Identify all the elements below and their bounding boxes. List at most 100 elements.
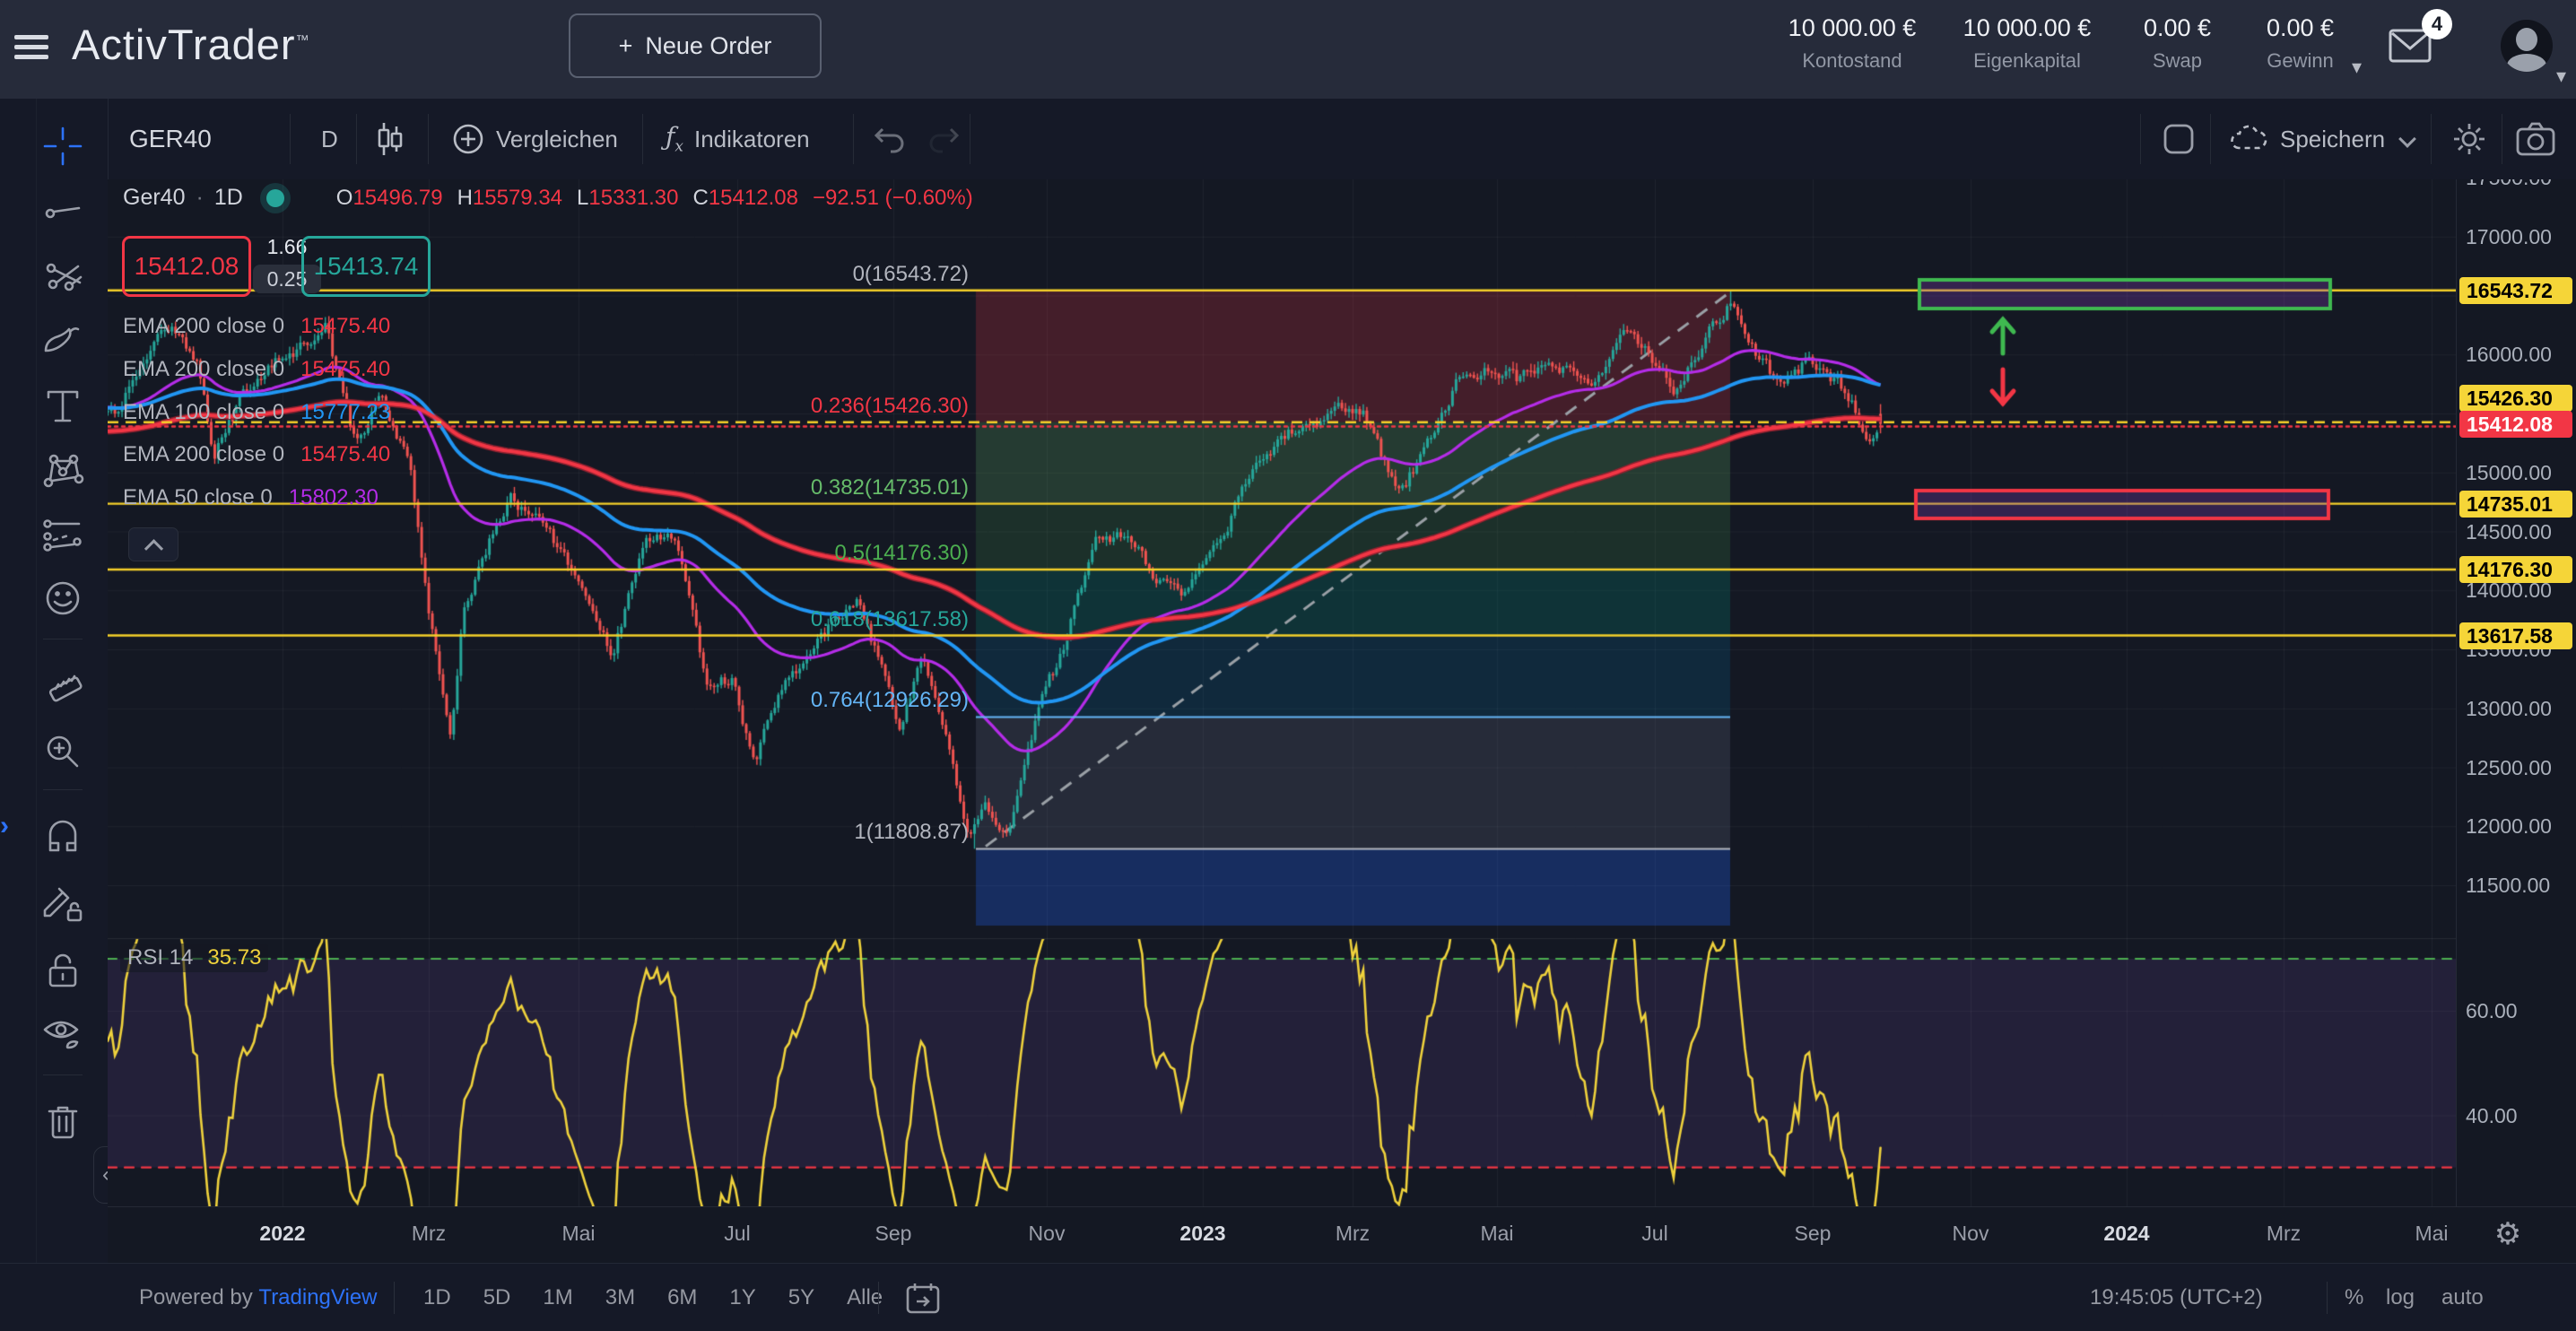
remove-drawings-tool[interactable] xyxy=(39,1098,86,1144)
fib-level-label: 0.5(14176.30) xyxy=(834,541,969,566)
chart-settings-button[interactable] xyxy=(2450,99,2488,179)
symbol-button[interactable]: GER40 xyxy=(129,125,212,152)
avatar-dropdown-icon[interactable]: ▾ xyxy=(2556,65,2567,87)
rsi-tick: 60.00 xyxy=(2466,999,2518,1023)
percent-scale-button[interactable]: % xyxy=(2345,1285,2364,1309)
crosshair-tool[interactable] xyxy=(39,123,86,170)
range-5d[interactable]: 5D xyxy=(483,1285,511,1309)
lock-all-tool[interactable] xyxy=(39,947,86,994)
mail-badge: 4 xyxy=(2422,9,2452,39)
bottom-bar: Powered by TradingView 1D 5D 1M 3M 6M 1Y… xyxy=(0,1263,2576,1331)
price-tick: 17000.00 xyxy=(2466,224,2552,248)
market-status-icon xyxy=(265,188,284,207)
new-order-button[interactable]: + Neue Order xyxy=(569,13,822,78)
forecast-tool[interactable] xyxy=(39,511,86,558)
mail-icon[interactable] xyxy=(2388,23,2434,65)
level-price-badge: 15426.30 xyxy=(2459,384,2572,412)
ohlc-values: O15496.79 H15579.34 L15331.30 C15412.08 … xyxy=(335,185,973,210)
app-logo: ActivTrader™ xyxy=(72,21,310,68)
indicator-row[interactable]: EMA 200 close 0 15475.40 xyxy=(123,442,391,466)
fib-level-label: 0.382(14735.01) xyxy=(810,474,969,500)
indicator-row[interactable]: EMA 50 close 0 15802.30 xyxy=(123,485,379,509)
compare-button[interactable]: Vergleichen xyxy=(451,99,618,179)
price-tick: 12500.00 xyxy=(2466,755,2552,779)
gann-fib-tool[interactable] xyxy=(39,253,86,300)
gear-icon xyxy=(2454,124,2485,154)
time-tick: Mrz xyxy=(411,1222,447,1245)
range-1m[interactable]: 1M xyxy=(543,1285,573,1309)
undo-button[interactable] xyxy=(872,99,908,179)
hide-drawings-tool[interactable] xyxy=(39,1010,86,1057)
drawing-lock-tool[interactable] xyxy=(39,881,86,927)
drawing-toolbar: › ‹ xyxy=(0,99,118,1263)
redo-button[interactable] xyxy=(926,99,962,179)
sell-button[interactable]: 15412.08 xyxy=(122,236,251,297)
magnet-tool[interactable] xyxy=(39,816,86,863)
ruler-tool[interactable] xyxy=(39,664,86,710)
change-value: −92.51 (−0.60%) xyxy=(812,185,973,210)
range-3m[interactable]: 3M xyxy=(605,1285,636,1309)
time-axis[interactable]: 2022 Mrz Mai Jul Sep Nov 2023 Mrz Mai Jul Sep Nov 20… xyxy=(108,1206,2576,1264)
range-1d[interactable]: 1D xyxy=(423,1285,451,1309)
pattern-tool[interactable] xyxy=(39,447,86,493)
layout-select-button[interactable] xyxy=(2162,99,2196,179)
zoom-in-tool[interactable] xyxy=(39,728,86,775)
fib-level-label: 0.618(13617.58) xyxy=(810,606,969,631)
indicator-row[interactable]: EMA 200 close 0 15475.40 xyxy=(123,357,391,381)
range-all[interactable]: Alle xyxy=(847,1285,883,1309)
legend-symbol[interactable]: Ger40 xyxy=(123,185,186,210)
level-price-badge: 14735.01 xyxy=(2459,490,2572,518)
price-tick: 15000.00 xyxy=(2466,460,2552,484)
chart-toolbar: GER40 D Vergleichen ƒx Indikatoren xyxy=(108,99,2576,180)
time-tick: 2023 xyxy=(1179,1222,1226,1245)
tradingview-link[interactable]: TradingView xyxy=(258,1285,378,1309)
camera-icon xyxy=(2516,122,2555,156)
level-price-badge: 13617.58 xyxy=(2459,622,2572,649)
save-layout-button[interactable]: Speichern xyxy=(2228,99,2416,179)
last-price-badge: 15412.08 xyxy=(2459,410,2572,438)
auto-scale-button[interactable]: auto xyxy=(2441,1285,2484,1309)
time-tick: Nov xyxy=(1952,1222,1989,1245)
menu-icon[interactable] xyxy=(14,30,50,65)
interval-button[interactable]: D xyxy=(321,125,338,152)
candlestick-icon xyxy=(378,123,403,155)
lot-size-field[interactable]: 0.25 xyxy=(253,265,321,293)
spread-value: 1.66 xyxy=(266,235,308,258)
chevron-down-icon xyxy=(2398,130,2416,148)
time-tick: Sep xyxy=(1794,1222,1832,1245)
rsi-legend[interactable]: RSI 14 35.73 xyxy=(120,944,269,972)
legend-collapse-button[interactable] xyxy=(128,527,178,561)
avatar[interactable] xyxy=(2501,20,2553,72)
account-swap: 0.00 € Swap xyxy=(2143,14,2212,72)
snapshot-button[interactable] xyxy=(2515,99,2556,179)
chart-style-button[interactable] xyxy=(377,99,404,179)
time-tick: 2022 xyxy=(259,1222,306,1245)
legend-interval[interactable]: 1D xyxy=(213,185,243,210)
text-tool[interactable] xyxy=(39,382,86,429)
price-tick: 17500.00 xyxy=(2466,179,2552,190)
trendline-tool[interactable] xyxy=(39,187,86,234)
emoji-tool[interactable] xyxy=(39,575,86,622)
price-axis[interactable]: 17500.00 17000.00 16000.00 15000.00 14500.00… xyxy=(2456,179,2576,1206)
axis-settings-icon[interactable]: ⚙ xyxy=(2493,1217,2522,1251)
brush-tool[interactable] xyxy=(39,318,86,364)
log-scale-button[interactable]: log xyxy=(2386,1285,2415,1309)
indicators-button[interactable]: ƒx Indikatoren xyxy=(666,122,810,156)
goto-date-button[interactable] xyxy=(904,1264,942,1331)
object-tree-expand-icon[interactable]: › xyxy=(0,811,9,840)
account-dropdown-icon[interactable]: ▾ xyxy=(2352,56,2363,78)
time-tick: Mai xyxy=(2415,1222,2449,1245)
price-tick: 12000.00 xyxy=(2466,814,2552,839)
level-price-badge: 14176.30 xyxy=(2459,556,2572,584)
range-5y[interactable]: 5Y xyxy=(788,1285,815,1309)
indicator-row[interactable]: EMA 100 close 0 15777.23 xyxy=(123,400,391,424)
price-chart-canvas[interactable] xyxy=(108,179,2456,1206)
range-6m[interactable]: 6M xyxy=(667,1285,698,1309)
clock: 19:45:05 (UTC+2) xyxy=(2090,1285,2263,1309)
buy-button[interactable]: 15413.74 xyxy=(301,236,431,297)
range-1y[interactable]: 1Y xyxy=(729,1285,756,1309)
price-tick: 13000.00 xyxy=(2466,696,2552,720)
indicator-row[interactable]: EMA 200 close 0 15475.40 xyxy=(123,314,391,338)
time-tick: Mai xyxy=(561,1222,596,1245)
